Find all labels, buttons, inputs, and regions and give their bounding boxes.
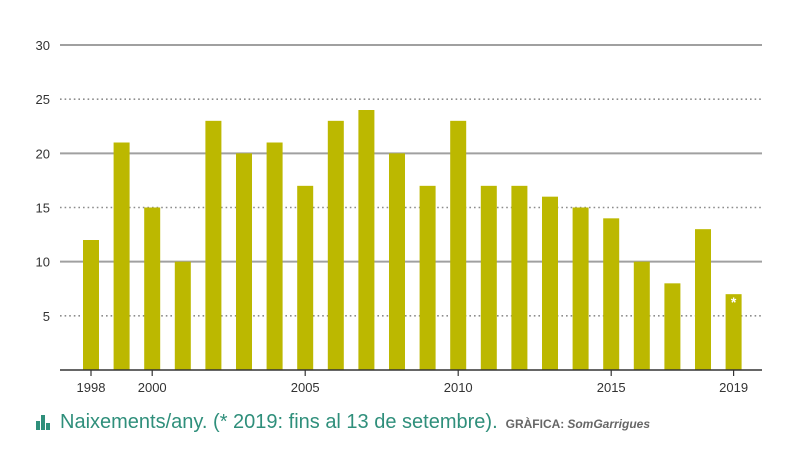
bar-2004 xyxy=(266,142,283,370)
gridlines xyxy=(60,44,762,317)
credit-brand: SomGarrigues xyxy=(567,417,651,431)
x-tick-label: 2010 xyxy=(444,380,473,395)
y-tick-label: 20 xyxy=(36,146,50,161)
y-tick-labels: 5 10 15 20 25 30 xyxy=(36,38,50,324)
x-tick-label: 2005 xyxy=(291,380,320,395)
bar-2003 xyxy=(236,153,252,370)
bar-2019 xyxy=(725,294,742,370)
bar-2005 xyxy=(297,185,314,370)
bar-chart-icon xyxy=(36,414,52,430)
x-tick-label: 2000 xyxy=(138,380,167,395)
y-tick-label: 15 xyxy=(36,201,50,216)
bar-2017 xyxy=(664,283,681,370)
x-tick-label: 2015 xyxy=(597,380,626,395)
credit-label: GRÀFICA: xyxy=(505,417,565,431)
bar-annotation: * xyxy=(731,294,737,310)
bar-2009 xyxy=(419,185,436,370)
bar-2010 xyxy=(450,120,467,370)
bars: * xyxy=(83,110,742,370)
y-tick-label: 10 xyxy=(36,255,50,270)
bar-2016 xyxy=(633,261,650,370)
y-tick-label: 25 xyxy=(36,92,50,107)
bar-2012 xyxy=(511,185,528,370)
caption-text: Naixements/any. (* 2019: fins al 13 de s… xyxy=(60,410,498,433)
bar-1999 xyxy=(113,142,130,370)
y-tick-label: 5 xyxy=(43,309,50,324)
x-tick-labels: 1998 2000 2005 2010 2015 2019 xyxy=(77,370,748,395)
bar-1998 xyxy=(83,240,99,370)
bar-2014 xyxy=(572,207,589,370)
bar-2008 xyxy=(389,153,405,370)
bar-2018 xyxy=(695,229,711,370)
bar-2007 xyxy=(358,110,375,370)
chart-caption: Naixements/any. (* 2019: fins al 13 de s… xyxy=(36,408,650,436)
bar-2013 xyxy=(542,196,558,370)
y-tick-label: 30 xyxy=(36,38,50,53)
bar-2015 xyxy=(603,218,620,370)
x-tick-label: 2019 xyxy=(719,380,748,395)
bar-2011 xyxy=(480,185,497,370)
x-tick-label: 1998 xyxy=(77,380,106,395)
birth-chart: * 5 10 15 20 25 30 1998 2000 2005 2010 2015 2019 xyxy=(36,38,762,395)
bar-2000 xyxy=(144,207,161,370)
bar-2006 xyxy=(327,120,344,370)
bar-2002 xyxy=(205,120,222,370)
bar-2001 xyxy=(174,261,191,370)
